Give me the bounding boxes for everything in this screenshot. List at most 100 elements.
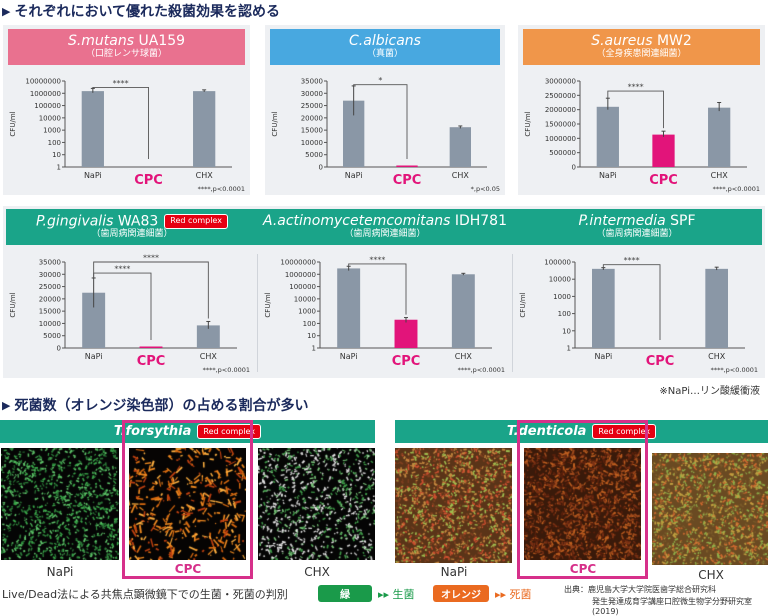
bar-napi	[81, 91, 104, 167]
y-tick-label: 10	[307, 332, 316, 340]
panel-header: P.gingivalis WA83 Red complex （歯周病関連細菌）	[6, 209, 258, 245]
red-complex-badge: Red complex	[197, 424, 262, 439]
y-axis-label: CFU/ml	[519, 292, 527, 317]
chart-s-mutans: CFU/ml 1 10 100 1000 10000 100000 1000000 100000…	[9, 78, 245, 194]
significance-bracket	[607, 90, 664, 129]
y-tick-label: 100	[558, 310, 571, 318]
panel-header: S.mutans UA159 （口腔レンサ球菌）	[8, 29, 245, 65]
y-tick-label: 1	[567, 345, 571, 353]
y-tick-label: 20000	[301, 114, 323, 122]
y-tick-label: 1000	[553, 293, 571, 301]
x-tick-label-cpc: CPC	[393, 173, 422, 188]
significance-label: ****	[143, 254, 159, 263]
y-axis-label: CFU/ml	[524, 111, 532, 136]
y-tick-label: 10000	[39, 320, 61, 328]
microscopy-header-forsythia: T.forsythia Red complex	[0, 420, 375, 443]
bar-chx	[193, 91, 216, 167]
y-tick-label: 35000	[39, 259, 61, 267]
y-tick-label: 10	[562, 327, 571, 335]
panel-header: A.actinomycetemcomitans IDH781 （歯周病関連細菌）	[262, 213, 507, 239]
p-value-note: ****,p<0.0001	[198, 185, 245, 193]
section2-title: 死菌数（オレンジ染色部）の占める割合が多い	[14, 398, 309, 414]
significance-bracket	[93, 261, 209, 319]
y-tick-label: 100	[303, 320, 316, 328]
significance-label: ****	[624, 256, 640, 265]
periodontal-header	[6, 209, 762, 245]
panel-s-aureus: S.aureus MW2 （全身疾患関連細菌） CFU/ml 0 500000 1000…	[518, 25, 765, 195]
panel-s-mutans: S.mutans UA159 （口腔レンサ球菌） CFU/ml 1 10 100 1000…	[3, 25, 250, 195]
micro-forsythia-napi	[1, 448, 119, 560]
bar-napi	[343, 100, 365, 167]
chart-p-intermedia: CFU/ml 1 10 100 1000 10000 100000 NaPi CPC CHX ***…	[519, 256, 758, 374]
method-caption: Live/Dead法による共焦点顕微鏡下での生菌・死菌の判別	[2, 588, 288, 601]
y-tick-label: 1000	[298, 308, 316, 316]
label-cpc: CPC	[174, 562, 202, 576]
source-line1: 出典：鹿児島大学大学院医歯学総合研究科	[564, 585, 716, 594]
y-tick-label: 1000000	[285, 271, 316, 279]
bar-cpc	[394, 319, 418, 348]
section1-heading: ▶ それぞれにおいて優れた殺菌効果を認める	[2, 1, 280, 21]
bar-cpc	[396, 165, 418, 167]
significance-bracket	[92, 86, 149, 159]
y-tick-label: 100000	[544, 259, 571, 267]
bar-chx	[451, 274, 475, 348]
divider	[512, 254, 513, 372]
y-tick-label: 0	[319, 164, 323, 172]
panel-c-albicans: C.albicans （真菌） CFU/ml 0 5000 10000 15000 200…	[265, 25, 505, 195]
chart-s-aureus: CFU/ml 0 500000 1000000 1500000 2000000 250000…	[524, 78, 760, 194]
bar-napi	[82, 292, 106, 348]
bar-napi	[592, 268, 615, 348]
x-tick-label-napi: NaPi	[84, 171, 102, 180]
y-tick-label: 2500000	[545, 92, 576, 100]
y-axis-label: CFU/ml	[9, 292, 17, 317]
x-tick-label-cpc: CPC	[646, 354, 675, 369]
label-napi: NaPi	[440, 565, 468, 579]
y-tick-label: 10000	[294, 295, 316, 303]
x-tick-label-cpc: CPC	[134, 173, 163, 188]
x-tick-label-napi: NaPi	[340, 352, 358, 361]
significance-bracket	[348, 263, 407, 315]
y-tick-label: 15000	[301, 127, 323, 135]
y-tick-label: 10000000	[25, 78, 61, 86]
y-tick-label: 5000	[43, 332, 61, 340]
y-tick-label: 100	[48, 139, 61, 147]
x-tick-label-napi: NaPi	[594, 352, 612, 361]
y-tick-label: 10000	[549, 276, 571, 284]
panel-header: P.intermedia SPF （歯周病関連細菌）	[578, 213, 696, 239]
y-tick-label: 500000	[549, 149, 576, 157]
microscopy-header-denticola: T.denticola Red complex	[395, 420, 768, 443]
bar-napi	[337, 268, 361, 348]
red-complex-badge: Red complex	[164, 214, 228, 229]
y-tick-label: 35000	[301, 78, 323, 86]
triangle-icon: ▶	[2, 4, 11, 18]
y-tick-label: 20000	[39, 295, 61, 303]
label-napi: NaPi	[46, 565, 74, 579]
live-label: ▸▸ 生菌	[378, 588, 415, 601]
y-axis-label: CFU/ml	[264, 292, 272, 317]
y-tick-label: 100000	[34, 102, 61, 110]
y-tick-label: 100000	[289, 283, 316, 291]
x-tick-label-chx: CHX	[452, 171, 470, 180]
p-value-note: ****,p<0.0001	[203, 366, 250, 374]
y-tick-label: 10	[52, 151, 61, 159]
x-tick-label-cpc: CPC	[137, 354, 166, 369]
bar-cpc	[139, 346, 163, 348]
y-tick-label: 3000000	[545, 78, 576, 86]
x-tick-label-cpc: CPC	[649, 173, 678, 188]
chart-c-albicans: CFU/ml 0 5000 10000 15000 20000 25000 30000 3500…	[271, 76, 500, 193]
y-tick-label: 0	[572, 164, 576, 172]
significance-bracket	[353, 84, 408, 159]
significance-label: ****	[114, 265, 130, 274]
significance-bracket	[602, 264, 661, 340]
y-tick-label: 1000	[43, 127, 61, 135]
micro-denticola-cpc	[524, 448, 641, 560]
bar-napi	[596, 106, 619, 167]
y-axis-label: CFU/ml	[9, 111, 17, 136]
napi-note: ※NaPi…リン酸緩衝液	[659, 386, 760, 397]
p-value-note: ****,p<0.0001	[458, 366, 505, 374]
x-tick-label-chx: CHX	[711, 171, 729, 180]
bar-chx	[449, 127, 471, 167]
label-cpc: CPC	[569, 562, 597, 576]
x-tick-label-napi: NaPi	[599, 171, 617, 180]
y-tick-label: 25000	[39, 283, 61, 291]
